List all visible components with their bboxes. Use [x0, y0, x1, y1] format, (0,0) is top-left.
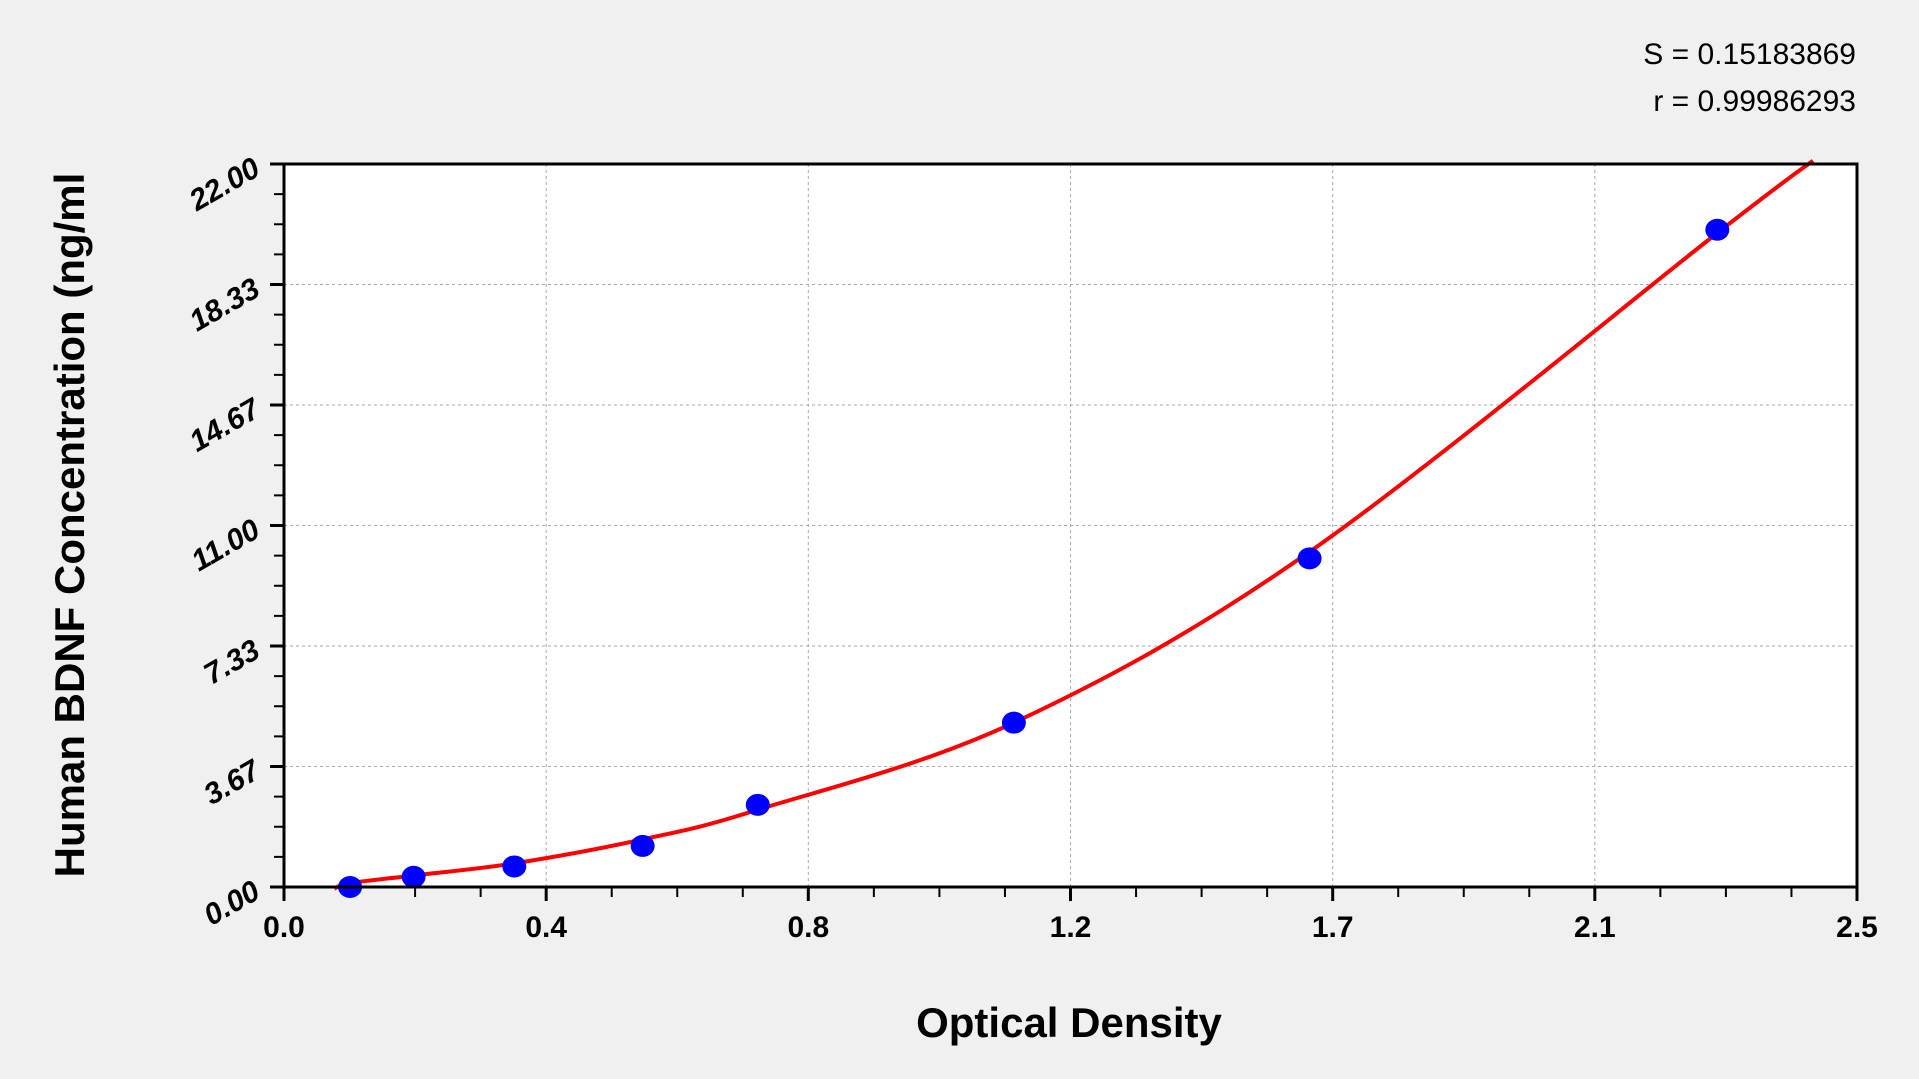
data-point [1297, 547, 1322, 570]
plot-frame [282, 162, 1859, 889]
y-tick-label: 0.00 [198, 874, 265, 932]
r-statistic: r = 0.99986293 [1653, 85, 1856, 118]
s-statistic: S = 0.15183869 [1643, 38, 1856, 71]
data-point [1001, 711, 1026, 734]
x-tick-label: 0.0 [263, 911, 305, 944]
y-tick-label: 14.67 [184, 392, 267, 459]
y-tick-label: 7.33 [198, 633, 265, 691]
y-axis-label: Human BDNF Concentration (ng/ml [46, 173, 93, 878]
data-point [745, 793, 770, 816]
x-axis-label: Optical Density [916, 999, 1222, 1046]
x-tick-label: 1.7 [1312, 911, 1354, 944]
x-tick-label: 2.1 [1574, 911, 1616, 944]
x-tick-label: 2.5 [1836, 911, 1878, 944]
data-point [401, 865, 426, 888]
y-tick-label: 3.67 [198, 753, 266, 811]
data-point [1705, 218, 1730, 241]
x-tick-label: 0.4 [525, 911, 567, 944]
x-tick-label: 0.8 [787, 911, 829, 944]
data-point [502, 855, 527, 878]
y-tick-label: 11.00 [186, 513, 266, 578]
y-tick-label: 18.33 [184, 272, 266, 338]
data-point [630, 834, 655, 857]
x-tick-label: 1.2 [1050, 911, 1092, 944]
y-tick-label: 22.00 [183, 151, 266, 218]
